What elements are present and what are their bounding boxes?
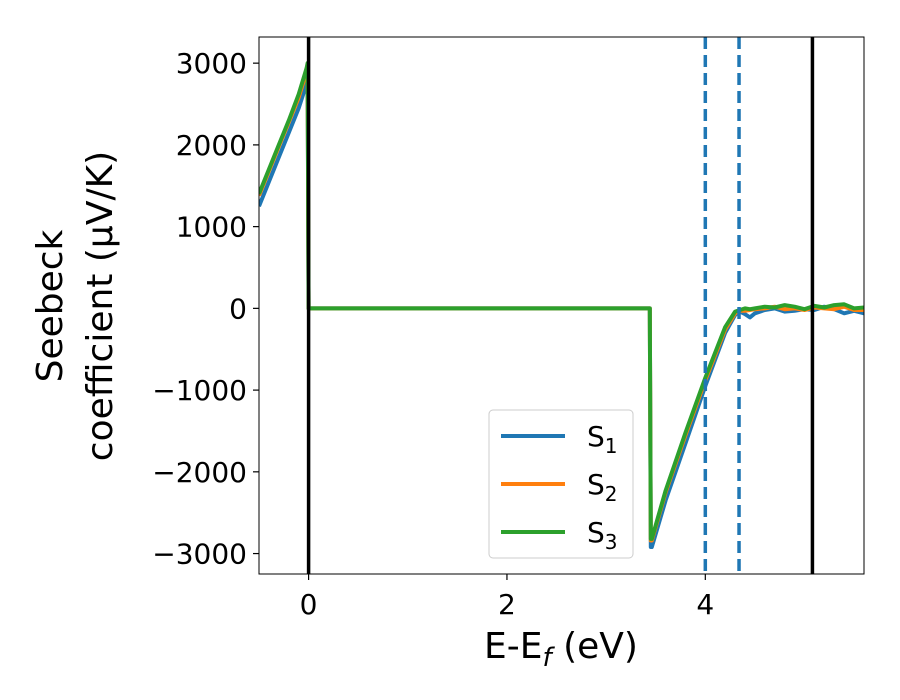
axis-ticks: 0 2 4 3000 2000 1000 0 −1000 −2000 −3000 [152,47,714,621]
y-tick-label: −2000 [152,456,247,489]
plot-content [259,37,864,574]
y-tick-label: −3000 [152,538,247,571]
plot-area [258,36,865,575]
plot-frame [258,36,865,575]
y-axis-label: Seebeck coefficient (μV/K) [30,151,121,461]
y-tick-label: 3000 [176,47,247,80]
y-axis-label-line1: Seebeck [30,229,71,382]
y-axis-label-line2: coefficient (μV/K) [80,151,121,461]
x-tick-label: 4 [696,588,714,621]
legend-label-s3: S3 [587,516,618,554]
x-tick-label: 2 [498,588,516,621]
legend: S1 S2 S3 [488,409,634,559]
legend-label-s2: S2 [587,468,618,506]
y-tick-label: 2000 [176,129,247,162]
y-tick-label: 0 [229,292,247,325]
y-tick-label: 1000 [176,211,247,244]
y-tick-label: −1000 [152,374,247,407]
x-tick-label: 0 [300,588,318,621]
x-axis-label: E-Ef (eV) [484,626,638,673]
legend-label-s1: S1 [587,420,618,458]
